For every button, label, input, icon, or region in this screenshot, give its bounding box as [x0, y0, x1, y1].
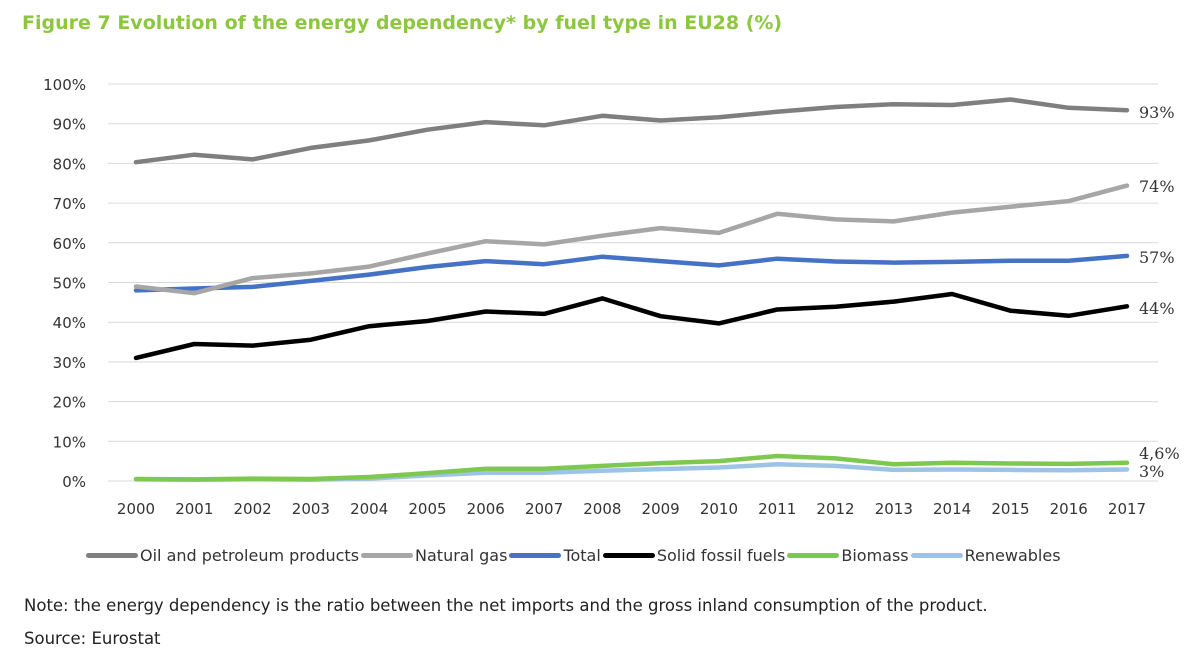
y-tick-label: 10% [53, 433, 86, 451]
y-tick-label: 80% [53, 155, 86, 173]
series-lines [133, 97, 1130, 483]
x-tick-label: 2000 [117, 500, 155, 518]
y-tick-label: 20% [53, 394, 86, 412]
series-line-solid-fossil-fuels [133, 291, 1130, 361]
end-value-label: 3% [1139, 462, 1164, 481]
footnote: Note: the energy dependency is the ratio… [24, 596, 988, 615]
legend-swatch [86, 553, 138, 558]
legend-item: Solid fossil fuels [602, 546, 786, 565]
series-line-oil-and-petroleum-products [133, 97, 1130, 165]
legend-item: Oil and petroleum products [86, 546, 359, 565]
x-tick-label: 2014 [933, 500, 971, 518]
end-value-label: 57% [1139, 248, 1175, 267]
legend-swatch [787, 553, 840, 558]
x-axis-ticks: 2000 2001 2002 2003 2004 2005 2006 2007 2008 2009… [117, 500, 1146, 518]
gridlines [108, 83, 1158, 482]
x-tick-label: 2002 [233, 500, 271, 518]
x-tick-label: 2013 [875, 500, 913, 518]
x-tick-label: 2006 [467, 500, 505, 518]
x-tick-label: 2004 [350, 500, 388, 518]
legend-label: Oil and petroleum products [140, 546, 360, 565]
legend-swatch [910, 553, 963, 558]
chart-title: Figure 7 Evolution of the energy depende… [22, 12, 783, 34]
legend-item: Biomass [787, 546, 909, 565]
end-value-label: 44% [1139, 299, 1175, 318]
legend-label: Solid fossil fuels [656, 546, 786, 565]
y-tick-label: 0% [62, 473, 86, 491]
end-value-label: 93% [1139, 103, 1175, 122]
x-tick-label: 2009 [642, 500, 680, 518]
legend-label: Total [563, 546, 601, 565]
y-tick-label: 60% [53, 235, 86, 253]
source-note: Source: Eurostat [24, 629, 161, 648]
legend-label: Renewables [964, 546, 1061, 565]
y-tick-label: 50% [53, 275, 86, 293]
x-tick-label: 2005 [408, 500, 446, 518]
y-tick-label: 30% [53, 354, 86, 372]
x-tick-label: 2012 [816, 500, 854, 518]
end-value-label: 4,6% [1139, 444, 1180, 463]
end-labels: 93% 74% 57% 44% 4,6%3% [1139, 103, 1180, 481]
x-tick-label: 2015 [991, 500, 1029, 518]
y-axis-ticks: 0% 10% 20% 30% 40% 50% 60% 70% 80% 90% 100% [43, 76, 86, 491]
x-tick-label: 2017 [1108, 500, 1146, 518]
legend-item: Total [509, 546, 601, 565]
end-value-label: 74% [1139, 177, 1175, 196]
y-tick-label: 90% [53, 116, 86, 134]
legend-item: Natural gas [361, 546, 507, 565]
legend-swatch [361, 553, 414, 558]
x-tick-label: 2016 [1050, 500, 1088, 518]
y-tick-label: 40% [53, 314, 86, 332]
legend: Oil and petroleum products Natural gas Tot… [86, 546, 1063, 565]
y-tick-label: 70% [53, 195, 86, 213]
series-line-natural-gas [133, 183, 1130, 296]
x-tick-label: 2001 [175, 500, 213, 518]
legend-label: Biomass [841, 546, 909, 565]
y-tick-label: 100% [43, 76, 86, 94]
series-line-total [133, 253, 1130, 293]
x-tick-label: 2003 [292, 500, 330, 518]
legend-item: Renewables [910, 546, 1061, 565]
line-chart: 0%10%20%30%40%50%60%70%80%90%100% 2000 20… [43, 76, 1180, 518]
legend-swatch [602, 553, 655, 558]
x-tick-label: 2010 [700, 500, 738, 518]
legend-swatch [509, 553, 562, 558]
legend-label: Natural gas [415, 546, 508, 565]
x-tick-label: 2008 [583, 500, 621, 518]
series-line-biomass [133, 453, 1130, 482]
x-tick-label: 2011 [758, 500, 796, 518]
x-tick-label: 2007 [525, 500, 563, 518]
